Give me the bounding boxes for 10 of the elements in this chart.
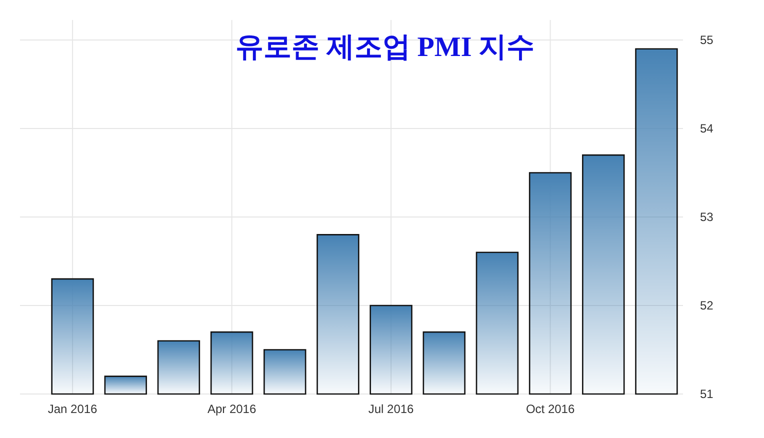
x-tick-label: Jan 2016 (48, 402, 98, 416)
chart-title: 유로존 제조업 PMI 지수 (235, 32, 535, 63)
x-tick-label: Oct 2016 (526, 402, 575, 416)
y-tick-label: 53 (700, 210, 714, 224)
y-tick-label: 52 (700, 298, 714, 312)
y-tick-label: 51 (700, 387, 714, 401)
x-tick-label: Jul 2016 (368, 402, 414, 416)
x-tick-label: Apr 2016 (207, 402, 256, 416)
y-tick-label: 55 (700, 33, 714, 47)
y-tick-label: 54 (700, 122, 714, 136)
